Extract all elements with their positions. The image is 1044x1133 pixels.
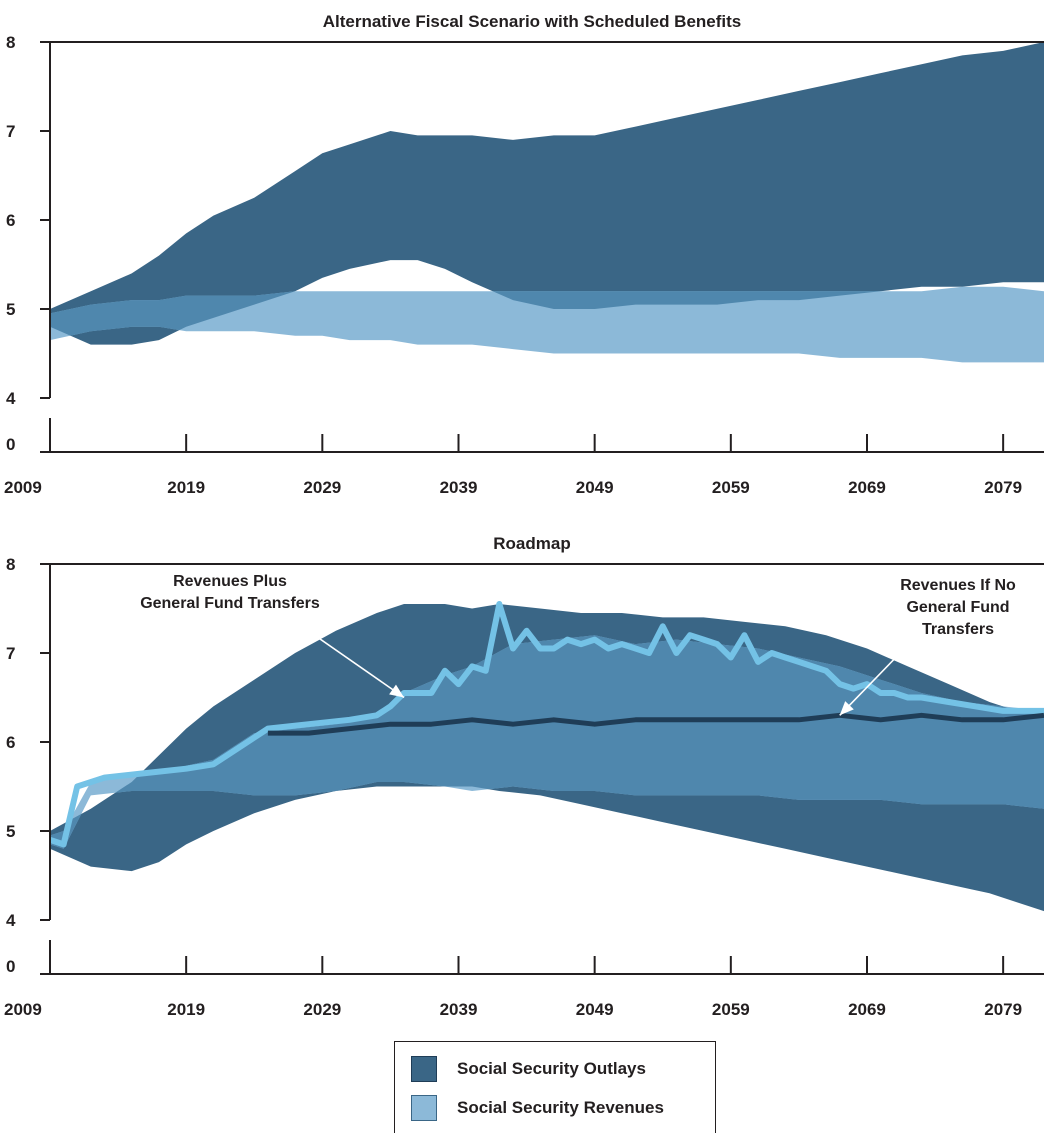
chart-panel-roadmap: Roadmap 0 4 5 6 7 8 2009 2019 2029 2039 2049 2059 206… <box>4 534 1044 1019</box>
x-tick-label: 2059 <box>712 478 750 497</box>
y-tick-label: 8 <box>6 555 15 574</box>
x-tick-label: 2029 <box>303 1000 341 1019</box>
chart-legend: Social Security Outlays Social Security … <box>394 1041 716 1133</box>
x-tick-label: 2009 <box>4 478 42 497</box>
annotation-arrow <box>839 647 906 716</box>
x-tick-label: 2059 <box>712 1000 750 1019</box>
chart-figure: Alternative Fiscal Scenario with Schedul… <box>4 12 1044 1019</box>
band-social-security-outlays <box>50 42 1044 345</box>
x-tick-label: 2029 <box>303 478 341 497</box>
annotation-arrowhead <box>839 701 854 716</box>
legend-swatch-outlays <box>411 1056 437 1082</box>
band-social-security-revenues <box>50 286 1044 363</box>
x-tick-label: 2079 <box>984 478 1022 497</box>
band-overlap <box>50 635 1044 849</box>
chart-title: Alternative Fiscal Scenario with Schedul… <box>323 12 742 31</box>
legend-item-outlays: Social Security Outlays <box>411 1056 646 1082</box>
chart-panel-alternative-fiscal: Alternative Fiscal Scenario with Schedul… <box>4 12 1044 497</box>
y-tick-label: 7 <box>6 644 15 663</box>
legend-swatch-revenues <box>411 1095 437 1121</box>
y-tick-label: 6 <box>6 733 15 752</box>
y-tick-label: 7 <box>6 122 15 141</box>
y-tick-label: 4 <box>6 389 16 408</box>
legend-label-revenues: Social Security Revenues <box>457 1098 664 1117</box>
x-tick-label: 2039 <box>440 478 478 497</box>
y-tick-label: 5 <box>6 822 15 841</box>
chart-title: Roadmap <box>493 534 570 553</box>
annotation-label: Revenues If No General Fund Transfers <box>900 577 1016 638</box>
x-tick-label: 2019 <box>167 1000 205 1019</box>
x-tick-label: 2069 <box>848 478 886 497</box>
annotation-arrowhead <box>389 684 405 698</box>
y-tick-label: 5 <box>6 300 15 319</box>
x-tick-label: 2079 <box>984 1000 1022 1019</box>
y-tick-label: 8 <box>6 33 15 52</box>
x-tick-label: 2019 <box>167 478 205 497</box>
x-tick-label: 2039 <box>440 1000 478 1019</box>
plot-area <box>50 601 1044 912</box>
plot-area <box>50 42 1044 363</box>
y-tick-label: 4 <box>6 911 16 930</box>
y-tick-label: 0 <box>6 957 15 976</box>
line-revenues-plus-transfers <box>50 601 1044 848</box>
x-tick-label: 2049 <box>576 1000 614 1019</box>
y-tick-label: 6 <box>6 211 15 230</box>
legend-item-revenues: Social Security Revenues <box>411 1095 664 1121</box>
annotation-arrow <box>309 631 405 699</box>
x-tick-label: 2069 <box>848 1000 886 1019</box>
x-tick-label: 2049 <box>576 478 614 497</box>
line-revenues-no-transfers <box>267 712 1044 736</box>
annotation-label: Revenues Plus General Fund Transfers <box>140 573 320 612</box>
y-tick-label: 0 <box>6 435 15 454</box>
legend-label-outlays: Social Security Outlays <box>457 1059 646 1078</box>
x-tick-label: 2009 <box>4 1000 42 1019</box>
